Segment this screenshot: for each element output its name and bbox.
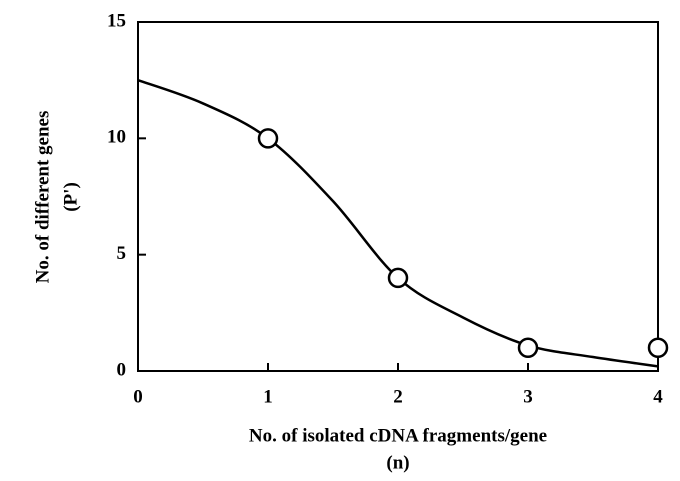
x-tick-label: 0 [133,386,143,407]
x-tick-label: 3 [523,386,533,407]
data-point [257,128,279,149]
y-tick-label: 10 [107,127,126,148]
x-tick-label: 1 [263,386,273,407]
y-tick-label: 15 [107,10,126,31]
x-axis-label: No. of isolated cDNA fragments/gene [249,425,547,446]
x-axis-label-sub: (n) [386,452,409,473]
fit-curve [137,78,659,368]
x-tick-label: 2 [393,386,403,407]
y-tick-label: 5 [117,243,127,264]
data-point [647,337,669,358]
x-tick-label: 4 [653,386,663,407]
y-axis-label: No. of different genes [32,111,53,284]
plot-frame [137,21,659,372]
data-point [387,267,409,289]
y-axis-label-sub: (P') [60,182,81,212]
data-point [517,337,539,358]
y-tick-label: 0 [117,359,127,380]
